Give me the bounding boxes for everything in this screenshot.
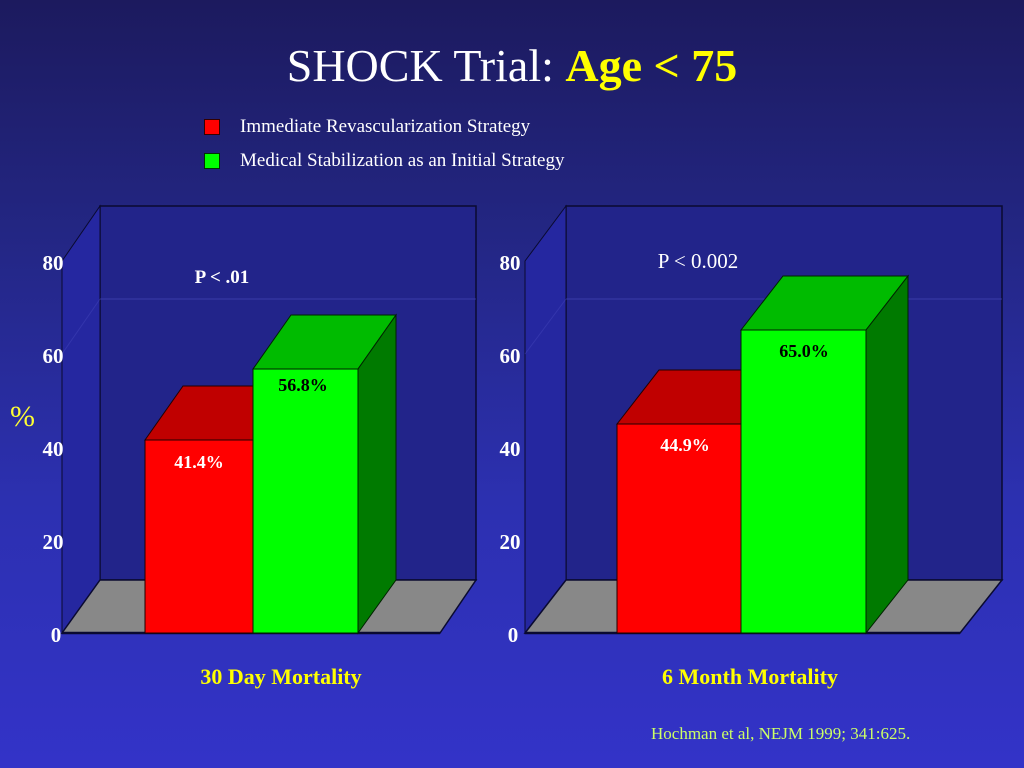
- gridline: [61, 298, 101, 355]
- legend-item-revascularization: Immediate Revascularization Strategy: [204, 110, 565, 144]
- bar-side-green: [865, 274, 909, 635]
- side-wall: [524, 204, 567, 635]
- y-tick: 40: [43, 437, 64, 461]
- red-swatch-icon: [204, 119, 220, 135]
- bar-green-6month: [740, 329, 867, 634]
- y-tick: 20: [500, 530, 521, 554]
- p-value-annotation: P < 0.002: [658, 249, 739, 273]
- y-tick: 60: [43, 344, 64, 368]
- bar-green-30day: [252, 368, 359, 634]
- legend-item-medical-stabilization: Medical Stabilization as an Initial Stra…: [204, 144, 565, 178]
- bar-value-label: 41.4%: [174, 452, 224, 472]
- y-tick: 20: [43, 530, 64, 554]
- bar-side-green: [357, 313, 397, 635]
- title-prefix: SHOCK Trial:: [286, 40, 566, 91]
- green-swatch-icon: [204, 153, 220, 169]
- category-label-6-month: 6 Month Mortality: [662, 664, 838, 689]
- legend-label: Medical Stabilization as an Initial Stra…: [240, 150, 565, 171]
- bar-red-30day: [144, 439, 254, 634]
- legend: Immediate Revascularization Strategy Med…: [204, 110, 565, 178]
- slide-title: SHOCK Trial: Age < 75: [0, 36, 1024, 96]
- category-label-30-day: 30 Day Mortality: [200, 664, 362, 689]
- side-wall: [61, 204, 101, 635]
- y-tick: 0: [51, 623, 62, 647]
- y-axis-label: %: [10, 400, 35, 433]
- chart-6-month: 44.9% 65.0% P < 0.002 80 60 40 20 0: [500, 204, 1004, 647]
- citation: Hochman et al, NEJM 1999; 341:625.: [651, 724, 911, 743]
- bar-value-label: 65.0%: [779, 341, 829, 361]
- y-tick: 40: [500, 437, 521, 461]
- bar-red-6month: [616, 423, 742, 634]
- p-value-annotation: P < .01: [195, 267, 250, 288]
- legend-label: Immediate Revascularization Strategy: [240, 116, 531, 137]
- bar-value-label: 44.9%: [660, 435, 710, 455]
- gridline: [524, 298, 567, 355]
- bar-value-label: 56.8%: [278, 375, 328, 395]
- y-tick: 80: [500, 251, 521, 275]
- title-highlight: Age < 75: [565, 40, 738, 91]
- chart-30-day: 41.4% 56.8% P < .01 80 60 40 20 0: [43, 204, 478, 647]
- y-tick: 80: [43, 251, 64, 275]
- y-tick: 60: [500, 344, 521, 368]
- y-tick: 0: [508, 623, 519, 647]
